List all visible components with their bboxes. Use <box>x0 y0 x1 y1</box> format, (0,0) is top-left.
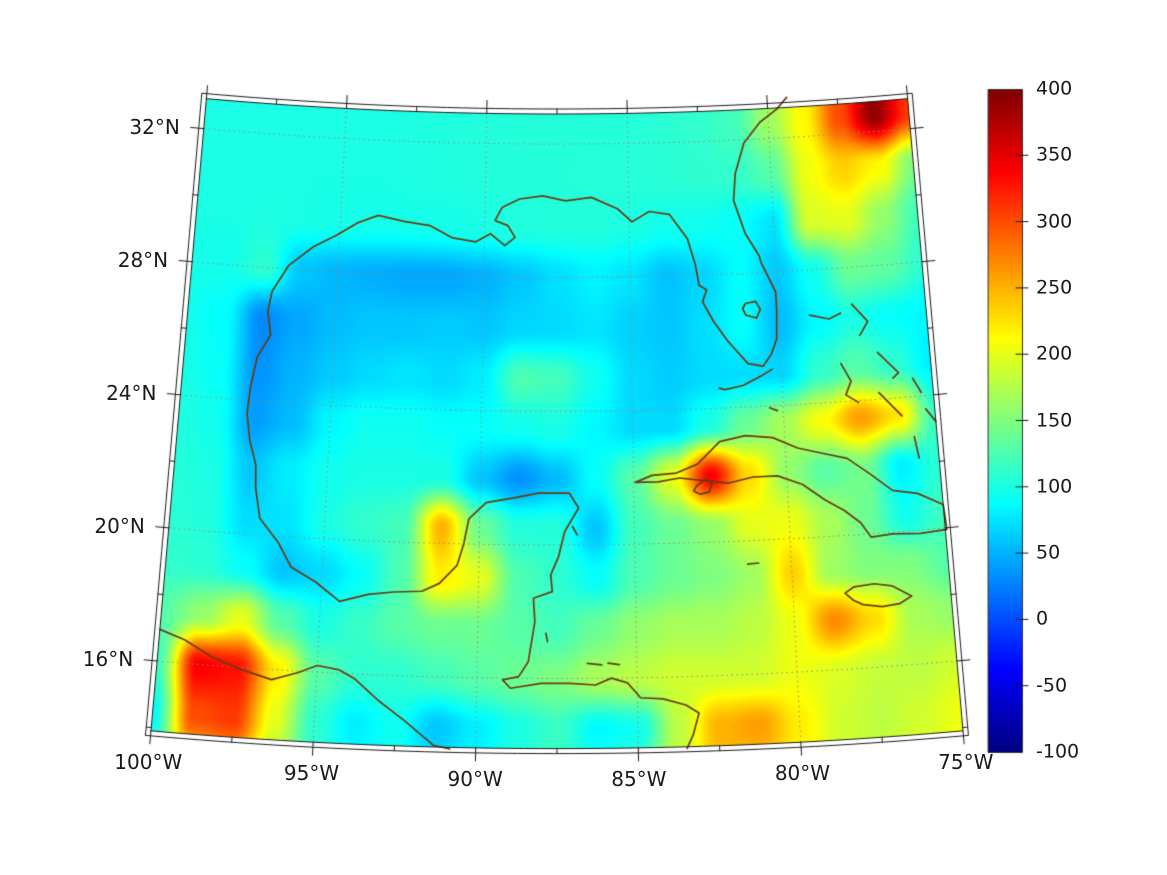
colorbar-tick-label: 0 <box>1036 607 1049 630</box>
lat-tick-label: 24°N <box>106 380 157 405</box>
colorbar-tick-label: -50 <box>1036 674 1068 697</box>
colorbar-tick-label: 200 <box>1036 342 1073 365</box>
lat-tick-label: 32°N <box>129 114 180 139</box>
lon-tick-label: 80°W <box>774 761 831 786</box>
colorbar-tick-label: 300 <box>1036 210 1073 233</box>
colorbar-tick-label: 400 <box>1036 77 1073 100</box>
lon-tick-label: 90°W <box>447 766 503 791</box>
lat-tick-label: 20°N <box>94 513 145 538</box>
colorbar-tick-label: 250 <box>1036 276 1073 299</box>
lon-tick-label: 100°W <box>114 749 183 774</box>
lat-tick-label: 16°N <box>82 646 134 671</box>
colorbar-tick-label: 150 <box>1036 409 1073 431</box>
lat-tick-label: 28°N <box>117 247 169 272</box>
colorbar-tick-label: -100 <box>1036 740 1080 763</box>
lon-tick-label: 95°W <box>283 761 340 786</box>
colorbar-tick-label: 50 <box>1036 541 1061 564</box>
colorbar-tick-label: 100 <box>1036 475 1073 498</box>
lon-tick-label: 75°W <box>938 749 994 774</box>
colorbar-tick-label: 350 <box>1036 143 1073 166</box>
lon-tick-label: 85°W <box>611 766 667 791</box>
